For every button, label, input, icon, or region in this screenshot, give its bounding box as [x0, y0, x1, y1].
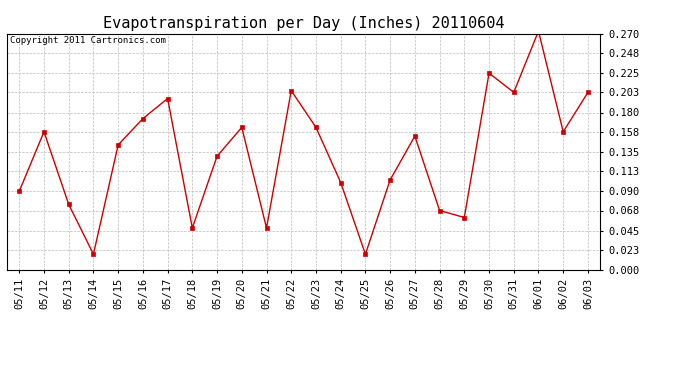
Title: Evapotranspiration per Day (Inches) 20110604: Evapotranspiration per Day (Inches) 2011…	[103, 16, 504, 31]
Text: Copyright 2011 Cartronics.com: Copyright 2011 Cartronics.com	[10, 36, 166, 45]
